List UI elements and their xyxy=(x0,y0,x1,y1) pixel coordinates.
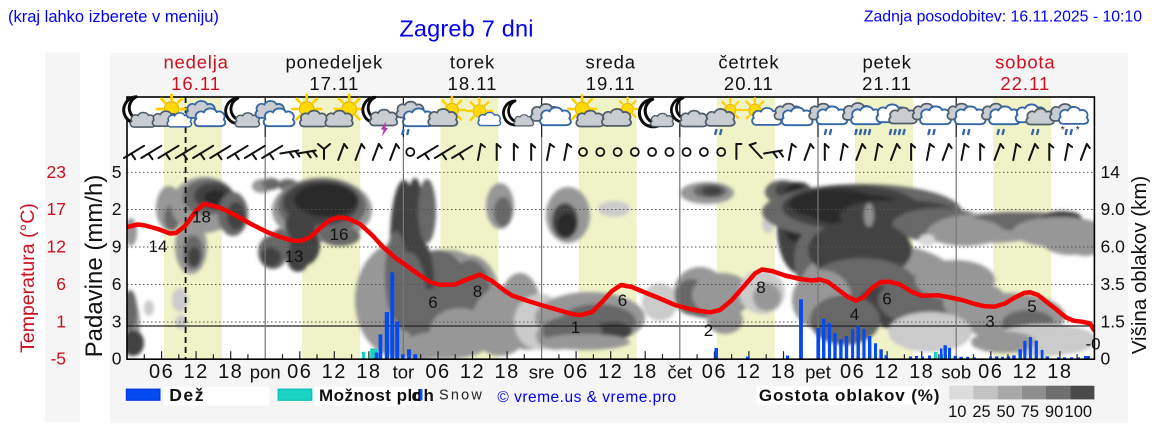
svg-text:8: 8 xyxy=(756,278,765,297)
svg-text:18: 18 xyxy=(494,361,519,383)
svg-text:1: 1 xyxy=(56,312,66,332)
svg-text:© vreme.us & vreme.pro: © vreme.us & vreme.pro xyxy=(497,389,676,406)
svg-text:19.11: 19.11 xyxy=(586,73,636,94)
svg-text:17.11: 17.11 xyxy=(309,73,359,94)
svg-text:20.11: 20.11 xyxy=(724,73,774,94)
svg-text:13: 13 xyxy=(285,247,304,266)
svg-text:Dež: Dež xyxy=(169,385,205,405)
svg-text:06: 06 xyxy=(563,361,588,383)
svg-text:pon: pon xyxy=(250,362,281,383)
svg-text:9: 9 xyxy=(112,237,122,257)
svg-text:6: 6 xyxy=(428,293,437,312)
svg-text:četrtek: četrtek xyxy=(718,52,779,73)
svg-text:06: 06 xyxy=(840,361,865,383)
svg-text:06: 06 xyxy=(425,361,450,383)
svg-text:*: * xyxy=(1076,125,1080,136)
svg-text:12: 12 xyxy=(460,361,485,383)
svg-text:čet: čet xyxy=(667,362,692,383)
svg-text:90: 90 xyxy=(1045,403,1063,421)
svg-text:75: 75 xyxy=(1021,403,1039,421)
svg-text:17: 17 xyxy=(47,199,66,219)
svg-text:06: 06 xyxy=(287,361,312,383)
svg-text:6: 6 xyxy=(618,291,627,310)
svg-text:21.11: 21.11 xyxy=(862,73,912,94)
svg-text:0: 0 xyxy=(1101,349,1111,369)
svg-text:3: 3 xyxy=(112,312,122,332)
svg-text:sobota: sobota xyxy=(995,52,1055,73)
svg-text:sreda: sreda xyxy=(586,52,636,73)
svg-text:06: 06 xyxy=(978,361,1003,383)
svg-text:23: 23 xyxy=(47,162,66,182)
svg-text:Možnost plo: Možnost plo xyxy=(319,386,424,405)
svg-text:22.11: 22.11 xyxy=(1000,73,1050,94)
svg-text:Zagreb 7 dni: Zagreb 7 dni xyxy=(399,16,533,42)
svg-text:12: 12 xyxy=(47,237,66,257)
svg-text:16.11: 16.11 xyxy=(171,73,221,94)
svg-text:pet: pet xyxy=(805,362,831,383)
svg-text:3: 3 xyxy=(985,312,994,331)
svg-text:18: 18 xyxy=(633,361,658,383)
svg-text:12: 12 xyxy=(598,361,623,383)
svg-text:6: 6 xyxy=(112,274,122,294)
svg-text:2: 2 xyxy=(112,199,122,219)
svg-text:Zadnja posodobitev: 16.11.2025: Zadnja posodobitev: 16.11.2025 - 10:10 xyxy=(864,9,1142,26)
svg-text:50: 50 xyxy=(997,403,1015,421)
svg-text:2: 2 xyxy=(704,321,713,340)
svg-text:6: 6 xyxy=(882,290,891,309)
svg-text:nedelja: nedelja xyxy=(163,52,228,73)
svg-text:9.0: 9.0 xyxy=(1101,199,1126,219)
svg-text:1: 1 xyxy=(571,318,580,337)
svg-text:1.5: 1.5 xyxy=(1101,312,1125,332)
svg-text:Snow: Snow xyxy=(439,388,484,404)
svg-text:6: 6 xyxy=(56,274,66,294)
svg-text:-0: -0 xyxy=(1085,335,1100,354)
svg-text:torek: torek xyxy=(450,52,495,73)
svg-text:18: 18 xyxy=(909,361,934,383)
svg-text:12: 12 xyxy=(736,361,761,383)
svg-text:0: 0 xyxy=(112,349,122,369)
svg-text:8: 8 xyxy=(473,282,482,301)
svg-text:Temperatura (°C): Temperatura (°C) xyxy=(17,203,39,353)
svg-text:sob: sob xyxy=(941,362,971,383)
svg-text:5: 5 xyxy=(1027,297,1036,316)
svg-text:14: 14 xyxy=(149,237,168,256)
svg-text:18.11: 18.11 xyxy=(448,73,498,94)
svg-text:3.5: 3.5 xyxy=(1101,274,1125,294)
svg-text:25: 25 xyxy=(972,403,990,421)
svg-text:18: 18 xyxy=(1047,361,1072,383)
svg-text:10: 10 xyxy=(948,403,966,421)
svg-text:tor: tor xyxy=(393,362,415,383)
svg-text:ponedeljek: ponedeljek xyxy=(286,52,384,73)
svg-text:18: 18 xyxy=(192,208,211,227)
svg-text:14: 14 xyxy=(1101,162,1121,182)
svg-text:12: 12 xyxy=(183,361,208,383)
svg-text:16: 16 xyxy=(330,225,349,244)
svg-text:h: h xyxy=(424,386,434,405)
svg-text:18: 18 xyxy=(218,361,243,383)
svg-text:18: 18 xyxy=(356,361,381,383)
svg-text:(kraj lahko izberete v meniju): (kraj lahko izberete v meniju) xyxy=(8,8,219,26)
svg-text:Višina oblakov (km): Višina oblakov (km) xyxy=(1128,176,1151,355)
svg-text:sre: sre xyxy=(529,362,555,383)
svg-text:-5: -5 xyxy=(50,349,66,369)
svg-text:Padavine (mm/h): Padavine (mm/h) xyxy=(81,175,108,358)
svg-text:12: 12 xyxy=(1013,361,1038,383)
svg-text:*: * xyxy=(1061,125,1065,136)
svg-text:5: 5 xyxy=(112,162,122,182)
svg-text:06: 06 xyxy=(149,361,174,383)
svg-text:Gostota oblakov (%): Gostota oblakov (%) xyxy=(759,386,940,405)
svg-text:18: 18 xyxy=(771,361,796,383)
svg-text:petek: petek xyxy=(862,52,911,73)
svg-text:12: 12 xyxy=(322,361,347,383)
svg-text:12: 12 xyxy=(874,361,899,383)
svg-text:6.0: 6.0 xyxy=(1101,237,1126,257)
svg-text:d: d xyxy=(412,386,422,405)
svg-text:06: 06 xyxy=(702,361,727,383)
svg-text:100: 100 xyxy=(1065,403,1093,421)
svg-text:4: 4 xyxy=(850,305,859,324)
